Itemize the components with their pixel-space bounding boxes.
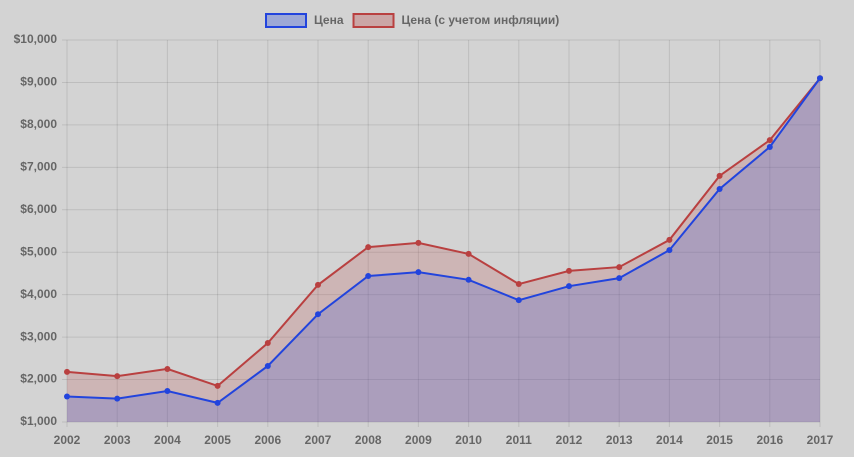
point — [566, 283, 572, 290]
x-tick-label: 2010 — [455, 433, 482, 447]
y-tick-label: $5,000 — [20, 244, 57, 258]
y-tick-label: $6,000 — [20, 202, 57, 216]
line — [66, 77, 821, 404]
x-tick-label: 2007 — [305, 433, 332, 447]
point — [315, 281, 321, 288]
point — [415, 239, 422, 246]
x-tick-label: 2015 — [706, 433, 733, 447]
x-tick-label: 2014 — [656, 433, 683, 447]
line — [66, 77, 821, 388]
x-tick-label: 2017 — [807, 433, 834, 447]
legend-label: Цена (с учетом инфляции) — [402, 13, 560, 27]
point — [666, 236, 673, 243]
x-tick-label: 2009 — [405, 433, 432, 447]
point — [616, 264, 623, 271]
legend-swatch — [352, 13, 395, 28]
y-tick-label: $1,000 — [20, 414, 57, 428]
y-tick-label: $7,000 — [20, 160, 57, 174]
x-tick-label: 2013 — [606, 433, 633, 447]
x-tick-label: 2005 — [204, 433, 231, 447]
point — [415, 269, 422, 276]
area — [67, 78, 820, 422]
point — [264, 340, 271, 347]
area — [67, 78, 820, 422]
point — [766, 143, 773, 150]
point — [214, 382, 221, 389]
point — [264, 362, 271, 369]
y-tick-label: $4,000 — [20, 287, 57, 301]
x-tick-label: 2012 — [556, 433, 583, 447]
x-tick-label: 2003 — [104, 433, 131, 447]
point — [515, 297, 522, 304]
x-tick-label: 2002 — [54, 433, 81, 447]
point — [766, 137, 773, 144]
point — [365, 244, 372, 251]
point — [666, 247, 673, 254]
point — [164, 365, 171, 372]
y-tick-label: $9,000 — [20, 75, 57, 89]
point — [515, 281, 522, 288]
point — [716, 172, 723, 179]
x-tick-label: 2006 — [254, 433, 281, 447]
x-tick-label: 2008 — [355, 433, 382, 447]
legend-item: Цена (с учетом инфляции) — [352, 13, 560, 28]
x-tick-label: 2016 — [756, 433, 783, 447]
point — [164, 388, 171, 395]
point — [315, 311, 321, 318]
y-tick-label: $8,000 — [20, 117, 57, 131]
point — [214, 399, 221, 406]
legend-item: Цена — [265, 13, 344, 28]
point — [64, 368, 70, 375]
y-tick-label: $10,000 — [14, 32, 58, 46]
legend-swatch — [265, 13, 307, 28]
point — [114, 395, 121, 402]
legend-label: Цена — [314, 13, 344, 27]
point — [616, 275, 623, 282]
point — [716, 185, 723, 192]
point — [64, 393, 70, 400]
y-tick-label: $3,000 — [20, 329, 57, 343]
point — [465, 276, 472, 283]
point — [566, 267, 572, 274]
y-tick-label: $2,000 — [20, 372, 57, 386]
x-tick-label: 2011 — [506, 433, 532, 447]
point — [465, 250, 472, 257]
x-tick-label: 2004 — [154, 433, 181, 447]
point — [114, 373, 121, 380]
point — [365, 272, 372, 279]
point — [817, 75, 823, 82]
